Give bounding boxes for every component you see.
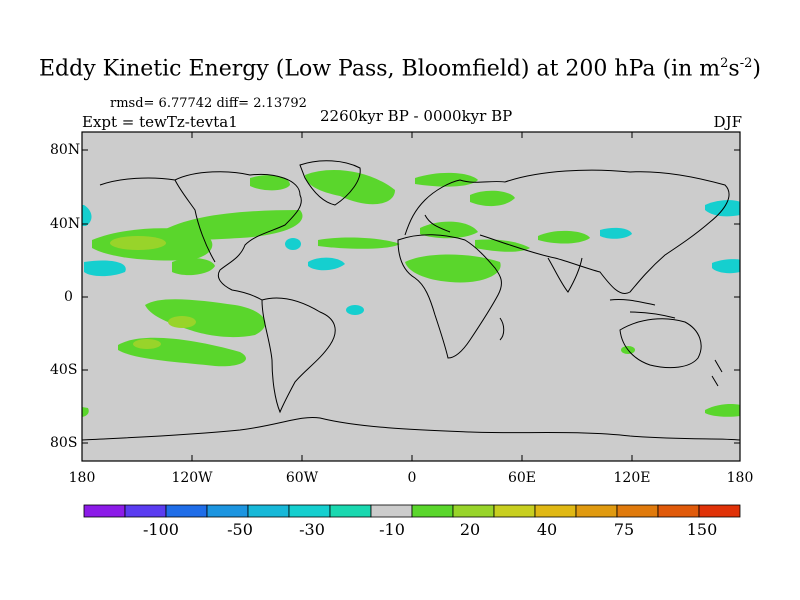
- anomaly-region: [82, 205, 92, 226]
- lat-label: 80N: [50, 142, 81, 158]
- anomaly-region: [285, 238, 301, 250]
- colorbar-label: -30: [299, 520, 325, 539]
- colorbar-swatch: [657, 504, 700, 518]
- coastlines: [81, 160, 741, 441]
- anomaly-region: [538, 230, 590, 244]
- colorbar-swatch: [247, 504, 290, 518]
- coastline-india: [547, 257, 583, 293]
- colorbar-label: 150: [686, 520, 718, 539]
- colorbar-swatch: [452, 504, 495, 518]
- colorbar-swatch: [698, 504, 741, 518]
- coastline-africa: [397, 234, 502, 359]
- coastline-north-america: [99, 171, 302, 301]
- colorbar-swatch: [124, 504, 167, 518]
- colorbar-swatch: [616, 504, 659, 518]
- coastline-asia: [479, 169, 730, 294]
- colorbar-label: -100: [143, 520, 179, 539]
- lon-label: 0: [407, 470, 417, 486]
- anomaly-region: [705, 200, 740, 217]
- coastline-greenland: [299, 160, 361, 206]
- colorbar-label: -10: [379, 520, 405, 539]
- experiment-label: Expt = tewTz-tevta1: [82, 113, 238, 131]
- coastline-europe: [404, 179, 506, 236]
- period-label: 2260kyr BP - 0000kyr BP: [320, 107, 513, 125]
- coastline-south-america: [261, 297, 336, 414]
- lat-label: 40S: [50, 362, 78, 378]
- lon-label: 180: [68, 470, 96, 486]
- lon-label: 120E: [613, 470, 651, 486]
- anomaly-region: [250, 175, 290, 191]
- anomaly-region: [712, 259, 740, 274]
- colorbar-swatch: [370, 504, 413, 518]
- anomaly-region: [168, 316, 196, 328]
- coastline-madagascar: [499, 317, 505, 341]
- coastline-australia: [619, 318, 702, 369]
- anomaly-region: [172, 258, 215, 276]
- anomaly-region: [600, 227, 632, 239]
- anomaly-region: [415, 172, 478, 187]
- colorbar-label: 75: [613, 520, 635, 539]
- lon-label: 120W: [171, 470, 213, 486]
- colorbar-swatch: [411, 504, 454, 518]
- plot-title: Eddy Kinetic Energy (Low Pass, Bloomfiel…: [39, 56, 761, 82]
- anomaly-region: [475, 239, 530, 252]
- colorbar-swatch: [575, 504, 618, 518]
- stats-label: rmsd= 6.77742 diff= 2.13792: [110, 96, 307, 111]
- anomaly-region: [305, 170, 395, 205]
- colorbar-label: 20: [459, 520, 481, 539]
- lon-ticks: [81, 132, 633, 461]
- colorbar-swatch: [493, 504, 536, 518]
- lon-label: 180: [726, 470, 754, 486]
- lat-label: 40N: [50, 216, 81, 232]
- anomaly-region: [84, 260, 126, 277]
- season-label: DJF: [713, 113, 742, 131]
- anomaly-region: [110, 236, 166, 250]
- colorbar-swatch: [329, 504, 372, 518]
- lat-label: 80S: [50, 435, 78, 451]
- coastline-new-zealand: [711, 359, 723, 387]
- anomaly-region: [308, 257, 345, 271]
- colorbar-label: -50: [227, 520, 253, 539]
- colorbar-swatch: [83, 504, 126, 518]
- coastline-indonesia: [609, 299, 676, 319]
- colorbar-label: 40: [536, 520, 558, 539]
- lat-ticks: [82, 149, 740, 444]
- colorbar: [83, 504, 741, 518]
- colorbar-swatch: [165, 504, 208, 518]
- lon-label: 60W: [285, 470, 319, 486]
- anomaly-region: [405, 254, 501, 283]
- lat-label: 0: [64, 289, 73, 305]
- colorbar-swatch: [288, 504, 331, 518]
- colorbar-swatch: [206, 504, 249, 518]
- anomaly-region: [470, 190, 515, 207]
- lon-label: 60E: [507, 470, 537, 486]
- coastline-antarctica: [81, 416, 741, 441]
- anomaly-region: [346, 305, 364, 315]
- map-background: [82, 132, 740, 461]
- anomaly-region: [318, 237, 400, 249]
- anomaly-region: [705, 404, 740, 417]
- colorbar-swatch: [534, 504, 577, 518]
- anomaly-region: [145, 299, 266, 338]
- anomaly-region: [82, 407, 89, 417]
- anomaly-region: [133, 339, 161, 349]
